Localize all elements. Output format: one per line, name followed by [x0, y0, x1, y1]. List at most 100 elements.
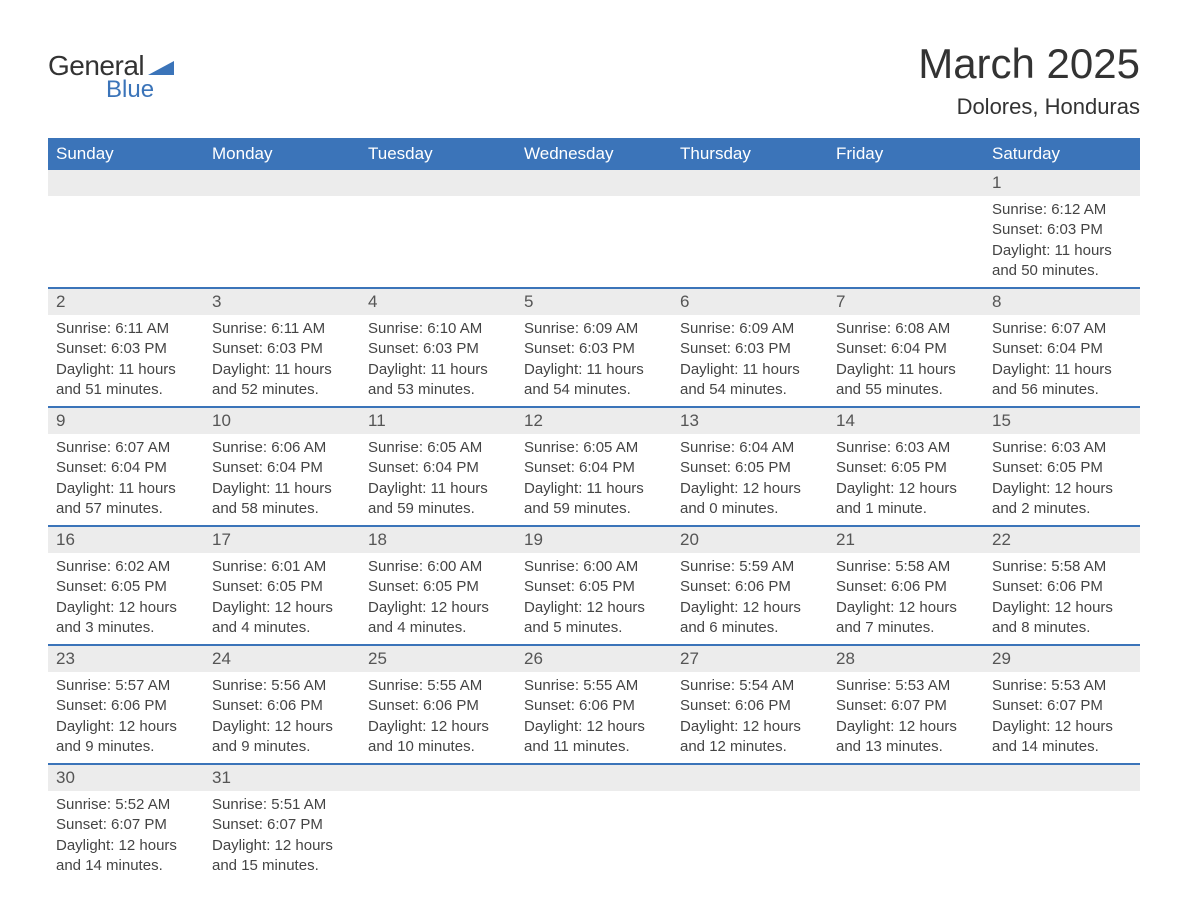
calendar-cell-empty: [672, 764, 828, 882]
day-data: [360, 791, 516, 831]
weekday-header: Thursday: [672, 138, 828, 170]
day-number: 22: [984, 527, 1140, 553]
logo-triangle-icon: [148, 57, 174, 75]
sunrise-text: Sunrise: 6:10 AM: [368, 319, 508, 339]
day-number: [360, 765, 516, 791]
day-data: Sunrise: 5:56 AMSunset: 6:06 PMDaylight:…: [204, 672, 360, 763]
day-number: [360, 170, 516, 196]
calendar-cell: 10Sunrise: 6:06 AMSunset: 6:04 PMDayligh…: [204, 407, 360, 526]
day-data: Sunrise: 6:02 AMSunset: 6:05 PMDaylight:…: [48, 553, 204, 644]
sunset-text: Sunset: 6:04 PM: [212, 458, 352, 478]
daylight-text: and 58 minutes.: [212, 499, 352, 519]
daylight-text: Daylight: 11 hours: [680, 360, 820, 380]
daylight-text: Daylight: 12 hours: [368, 598, 508, 618]
calendar-cell: 31Sunrise: 5:51 AMSunset: 6:07 PMDayligh…: [204, 764, 360, 882]
calendar-cell-empty: [516, 764, 672, 882]
sunrise-text: Sunrise: 6:05 AM: [368, 438, 508, 458]
day-data: Sunrise: 5:58 AMSunset: 6:06 PMDaylight:…: [828, 553, 984, 644]
day-data: Sunrise: 6:08 AMSunset: 6:04 PMDaylight:…: [828, 315, 984, 406]
day-data: Sunrise: 6:09 AMSunset: 6:03 PMDaylight:…: [672, 315, 828, 406]
daylight-text: and 55 minutes.: [836, 380, 976, 400]
calendar-cell-empty: [360, 764, 516, 882]
day-data: Sunrise: 6:03 AMSunset: 6:05 PMDaylight:…: [984, 434, 1140, 525]
calendar-cell: 21Sunrise: 5:58 AMSunset: 6:06 PMDayligh…: [828, 526, 984, 645]
day-number: 29: [984, 646, 1140, 672]
calendar-cell-empty: [516, 170, 672, 288]
day-number: [516, 765, 672, 791]
sunset-text: Sunset: 6:04 PM: [992, 339, 1132, 359]
sunrise-text: Sunrise: 6:03 AM: [992, 438, 1132, 458]
daylight-text: and 4 minutes.: [368, 618, 508, 638]
sunrise-text: Sunrise: 6:01 AM: [212, 557, 352, 577]
calendar-table: SundayMondayTuesdayWednesdayThursdayFrid…: [48, 138, 1140, 882]
day-number: [828, 170, 984, 196]
day-data: Sunrise: 6:06 AMSunset: 6:04 PMDaylight:…: [204, 434, 360, 525]
calendar-week-row: 2Sunrise: 6:11 AMSunset: 6:03 PMDaylight…: [48, 288, 1140, 407]
sunrise-text: Sunrise: 6:11 AM: [56, 319, 196, 339]
calendar-cell: 4Sunrise: 6:10 AMSunset: 6:03 PMDaylight…: [360, 288, 516, 407]
sunset-text: Sunset: 6:05 PM: [524, 577, 664, 597]
sunset-text: Sunset: 6:07 PM: [212, 815, 352, 835]
day-data: Sunrise: 6:09 AMSunset: 6:03 PMDaylight:…: [516, 315, 672, 406]
day-number: 30: [48, 765, 204, 791]
day-data: Sunrise: 5:53 AMSunset: 6:07 PMDaylight:…: [828, 672, 984, 763]
daylight-text: and 50 minutes.: [992, 261, 1132, 281]
sunrise-text: Sunrise: 6:07 AM: [992, 319, 1132, 339]
calendar-week-row: 9Sunrise: 6:07 AMSunset: 6:04 PMDaylight…: [48, 407, 1140, 526]
day-number: 31: [204, 765, 360, 791]
calendar-cell-empty: [48, 170, 204, 288]
day-number: 12: [516, 408, 672, 434]
sunrise-text: Sunrise: 5:56 AM: [212, 676, 352, 696]
sunset-text: Sunset: 6:03 PM: [992, 220, 1132, 240]
daylight-text: Daylight: 12 hours: [992, 717, 1132, 737]
daylight-text: Daylight: 12 hours: [680, 479, 820, 499]
day-number: [828, 765, 984, 791]
day-data: Sunrise: 6:01 AMSunset: 6:05 PMDaylight:…: [204, 553, 360, 644]
daylight-text: Daylight: 12 hours: [212, 598, 352, 618]
day-number: 3: [204, 289, 360, 315]
day-data: Sunrise: 6:05 AMSunset: 6:04 PMDaylight:…: [360, 434, 516, 525]
calendar-cell: 7Sunrise: 6:08 AMSunset: 6:04 PMDaylight…: [828, 288, 984, 407]
daylight-text: and 52 minutes.: [212, 380, 352, 400]
sunset-text: Sunset: 6:06 PM: [836, 577, 976, 597]
day-data: [516, 791, 672, 831]
sunrise-text: Sunrise: 5:58 AM: [836, 557, 976, 577]
day-data: Sunrise: 5:55 AMSunset: 6:06 PMDaylight:…: [516, 672, 672, 763]
sunrise-text: Sunrise: 5:52 AM: [56, 795, 196, 815]
day-number: 23: [48, 646, 204, 672]
day-data: Sunrise: 5:54 AMSunset: 6:06 PMDaylight:…: [672, 672, 828, 763]
weekday-header: Friday: [828, 138, 984, 170]
calendar-cell-empty: [672, 170, 828, 288]
sunset-text: Sunset: 6:03 PM: [368, 339, 508, 359]
day-data: Sunrise: 5:59 AMSunset: 6:06 PMDaylight:…: [672, 553, 828, 644]
sunrise-text: Sunrise: 5:57 AM: [56, 676, 196, 696]
day-number: 27: [672, 646, 828, 672]
calendar-cell: 8Sunrise: 6:07 AMSunset: 6:04 PMDaylight…: [984, 288, 1140, 407]
daylight-text: Daylight: 12 hours: [680, 717, 820, 737]
sunset-text: Sunset: 6:03 PM: [56, 339, 196, 359]
sunrise-text: Sunrise: 6:04 AM: [680, 438, 820, 458]
calendar-cell: 27Sunrise: 5:54 AMSunset: 6:06 PMDayligh…: [672, 645, 828, 764]
sunset-text: Sunset: 6:06 PM: [680, 577, 820, 597]
day-number: 4: [360, 289, 516, 315]
sunset-text: Sunset: 6:06 PM: [368, 696, 508, 716]
day-number: 11: [360, 408, 516, 434]
logo: General Blue: [48, 50, 174, 104]
day-number: [672, 170, 828, 196]
day-number: 19: [516, 527, 672, 553]
daylight-text: Daylight: 12 hours: [368, 717, 508, 737]
calendar-cell: 19Sunrise: 6:00 AMSunset: 6:05 PMDayligh…: [516, 526, 672, 645]
day-data: [360, 196, 516, 236]
logo-text-blue: Blue: [106, 76, 154, 104]
day-number: 6: [672, 289, 828, 315]
calendar-cell: 1Sunrise: 6:12 AMSunset: 6:03 PMDaylight…: [984, 170, 1140, 288]
daylight-text: Daylight: 12 hours: [56, 836, 196, 856]
sunset-text: Sunset: 6:03 PM: [680, 339, 820, 359]
day-data: Sunrise: 6:00 AMSunset: 6:05 PMDaylight:…: [360, 553, 516, 644]
page-title: March 2025: [918, 40, 1140, 88]
sunrise-text: Sunrise: 5:51 AM: [212, 795, 352, 815]
daylight-text: and 59 minutes.: [368, 499, 508, 519]
daylight-text: Daylight: 11 hours: [212, 479, 352, 499]
day-number: 25: [360, 646, 516, 672]
calendar-cell: 18Sunrise: 6:00 AMSunset: 6:05 PMDayligh…: [360, 526, 516, 645]
